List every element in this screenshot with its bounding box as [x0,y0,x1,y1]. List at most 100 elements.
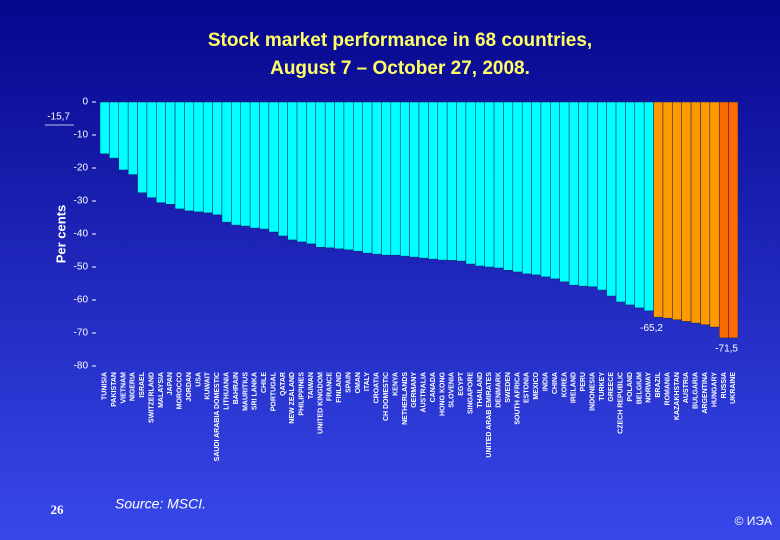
x-tick-label: CANADA [430,372,437,402]
bar [615,101,626,303]
y-tick-label: 0 [82,97,88,108]
y-tick-label: -70 [74,328,89,339]
bar [184,101,195,212]
bar [690,101,701,324]
bar [653,101,664,318]
bar [137,101,148,193]
x-tick-label: SPAIN [345,372,352,393]
x-tick-label: HONG KONG [439,371,446,416]
bar [550,101,560,280]
bar [268,101,279,233]
bar [174,101,185,210]
x-tick-label: BRAZIL [655,371,662,397]
bar [672,101,682,321]
x-tick-label: MEXICO [533,371,540,399]
x-tick-label: FINLAND [336,372,343,403]
chart-subtitle: August 7 – October 27, 2008. [270,58,530,79]
bar [681,101,692,322]
bar [587,101,598,288]
bar [165,101,176,205]
bar [202,101,213,214]
value-label: -15,7 [47,112,70,123]
x-tick-label: MALAYSIA [158,372,165,408]
bar [428,101,439,260]
bar [371,101,382,255]
bar [643,101,654,312]
x-tick-label: TUNISIA [102,372,109,400]
bar [531,101,542,276]
source: Source: MSCI. [115,496,206,512]
y-tick-label: -40 [74,229,89,240]
bar [353,101,363,252]
y-tick-label: -30 [74,196,89,207]
y-tick-label: -60 [74,295,89,306]
bar [465,101,476,265]
x-tick-label: GERMANY [411,372,418,408]
bar [193,101,204,213]
x-tick-label: ROMANIA [664,372,671,405]
x-tick-label: CHILE [261,372,268,393]
x-tick-label: PERU [580,372,587,391]
bar [700,101,711,325]
x-tick-label: SRI LANKA [252,372,259,410]
x-tick-label: ESTONIA [524,372,531,403]
x-tick-label: PAKISTAN [111,372,118,407]
x-tick-label: EGYPT [458,371,465,395]
bar [315,101,326,248]
bar [606,101,617,297]
x-tick-label: PORTUGAL [270,371,277,411]
x-tick-label: NEW ZEALAND [289,372,296,424]
bar [146,101,157,198]
x-tick-label: CZECH REPUBLIC [618,372,625,434]
x-tick-label: JAPAN [167,372,174,395]
x-tick-label: TURKEY [599,372,606,401]
x-tick-label: SOUTH AFRICA [514,372,521,425]
x-tick-label: DENMARK [496,372,503,408]
y-tick-label: -10 [74,130,89,141]
bar [99,101,110,155]
value-label: -71,5 [715,344,738,355]
bar [728,101,739,339]
x-tick-label: TAIWAN [308,372,315,399]
bar [409,101,420,258]
bar [484,101,495,268]
x-tick-label: MOROCCO [177,371,184,409]
x-tick-label: NIGERIA [130,372,137,401]
x-tick-label: CH DOMESTIC [383,372,390,421]
x-tick-label: BELGIUM [636,372,643,404]
bar [456,101,467,262]
x-tick-label: UNITED ARAB EMIRATES [486,372,493,458]
bar [343,101,354,251]
x-tick-label: RUSSIA [721,372,728,398]
bar [718,101,729,339]
bar [390,101,401,256]
x-tick-label: ISRAEL [139,371,146,397]
bar [597,101,607,291]
x-tick-label: SWEDEN [505,372,512,403]
page-number: 26 [51,502,65,517]
x-tick-label: INDONESIA [589,372,596,411]
x-tick-label: NETHERLANDS [402,372,409,425]
value-label: -65,2 [640,323,663,334]
x-tick-label: LITHUANIA [224,372,231,410]
bar [418,101,429,259]
bar [446,101,457,261]
x-tick-label: UNITED KINGDOM [317,372,324,434]
x-tick-label: SWITZERLAND [148,372,155,423]
x-tick-label: AUSTRALIA [421,372,428,412]
x-tick-label: ITALY [364,372,371,391]
bar [540,101,551,278]
x-tick-label: CROATIA [374,372,381,403]
bar [399,101,410,257]
chart-title: Stock market performance in 68 countries… [208,30,592,51]
x-tick-label: GREECE [608,372,615,402]
bar [709,101,720,328]
x-tick-label: VIETNAM [120,372,127,404]
x-tick-label: BULGARIA [693,372,700,409]
x-tick-label: QATAR [280,372,287,396]
bar [512,101,523,273]
y-tick-label: -20 [74,163,89,174]
bar [559,101,570,283]
bar [568,101,579,286]
